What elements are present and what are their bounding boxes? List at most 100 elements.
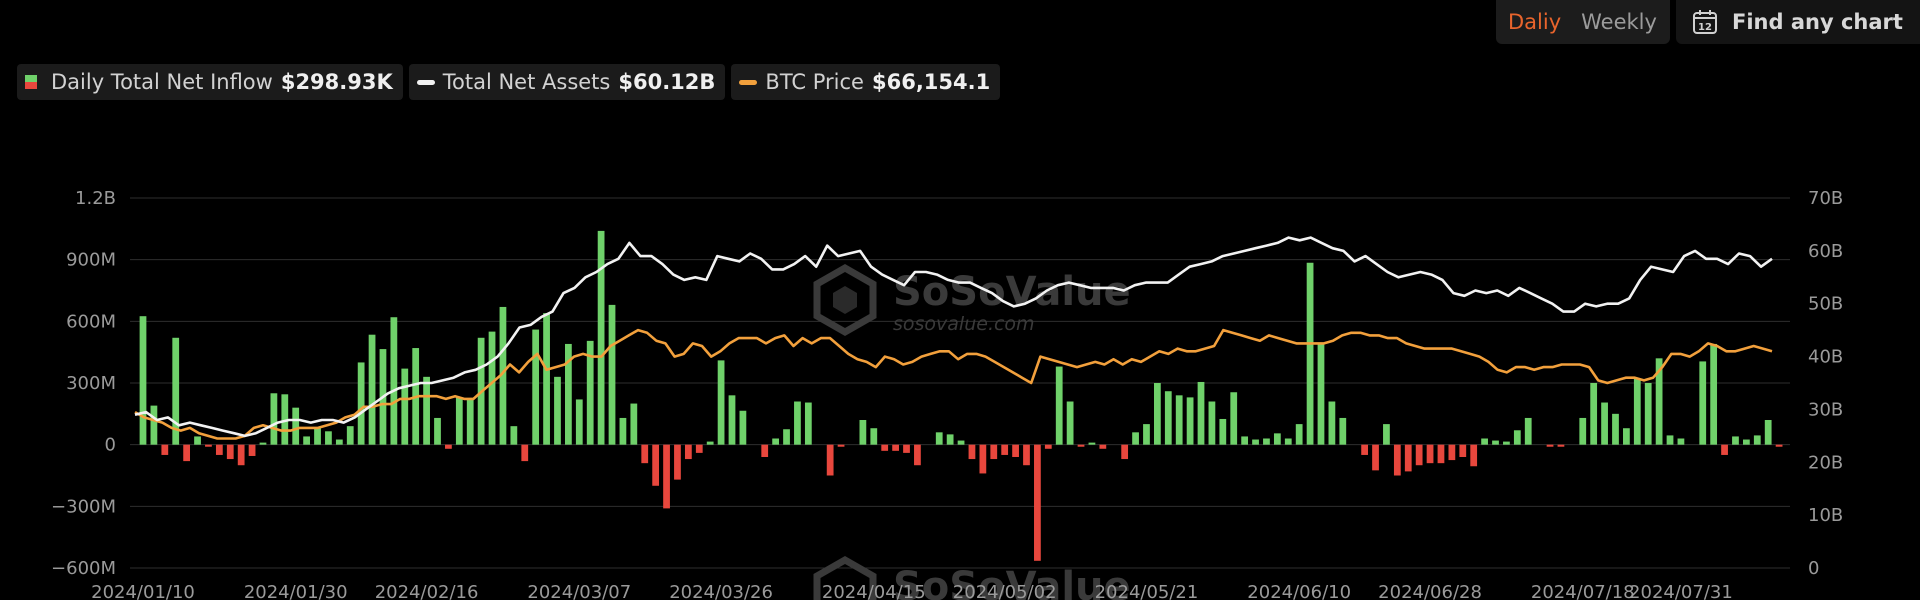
inflow-bar-positive	[1153, 383, 1161, 445]
inflow-bar-positive	[783, 429, 790, 445]
inflow-bar-negative	[1361, 444, 1368, 455]
inflow-bar-negative	[1426, 444, 1434, 464]
find-any-chart-button[interactable]: 12 Find any chart	[1676, 0, 1920, 44]
inflow-bar-positive	[1088, 442, 1096, 445]
inflow-bar-positive	[543, 313, 550, 445]
x-axis-tick-label: 2024/07/31	[1629, 582, 1733, 600]
inflow-bar-positive	[1644, 383, 1652, 445]
legend-item-net-assets[interactable]: Total Net Assets $60.12B	[408, 64, 726, 100]
period-option-daily[interactable]: Daliy	[1508, 10, 1562, 34]
right-axis-tick-label: 20B	[1808, 452, 1843, 473]
x-axis-tick-label: 2024/05/02	[953, 582, 1057, 600]
calendar-icon-number: 12	[1698, 22, 1712, 33]
inflow-bar-positive	[1230, 392, 1238, 445]
inflow-bar-positive	[1623, 428, 1630, 445]
inflow-bar-positive	[1295, 424, 1303, 445]
inflow-bar-positive	[804, 402, 812, 445]
watermark-brand: SoSoValue	[893, 269, 1131, 315]
x-axis-tick-label: 2024/01/10	[91, 582, 195, 600]
inflow-bar-positive	[1328, 401, 1336, 445]
x-axis-tick-label: 2024/03/26	[669, 582, 773, 600]
inflow-bar-positive	[1742, 439, 1750, 445]
inflow-bar-negative	[1470, 444, 1478, 467]
x-axis-tick-label: 2024/02/16	[375, 582, 479, 600]
inflow-bar-positive	[1132, 432, 1139, 445]
inflow-bar-positive	[1503, 441, 1510, 445]
inflow-bar-positive	[1284, 438, 1292, 445]
inflow-bar-positive	[259, 442, 267, 445]
inflow-bar-negative	[652, 444, 660, 486]
inflow-bar-negative	[684, 444, 692, 460]
inflow-bar-positive	[292, 407, 300, 445]
inflow-bar-positive	[1524, 417, 1532, 445]
series-lines	[134, 236, 1773, 440]
legend-item-daily-inflow[interactable]: Daily Total Net Inflow $298.93K	[17, 64, 403, 100]
sosovalue-logo-icon	[813, 263, 877, 337]
inflow-bar-negative	[1404, 444, 1412, 472]
inflow-bar-positive	[1710, 343, 1718, 445]
inflow-bar-positive	[630, 403, 638, 445]
inflow-bar-negative	[826, 444, 834, 476]
inflow-bar-positive	[1612, 413, 1619, 445]
net-assets-swatch-icon	[416, 79, 435, 85]
inflow-bar-positive	[510, 426, 518, 445]
inflow-bar-positive	[1306, 262, 1314, 445]
inflow-bar-positive	[1677, 438, 1685, 445]
inflow-bar-negative	[1372, 444, 1379, 471]
total-net-assets-line	[134, 236, 1773, 438]
left-axis-tick-label: 300M	[66, 373, 116, 394]
inflow-bar-negative	[1001, 444, 1009, 455]
inflow-bar-positive	[390, 317, 398, 445]
period-option-weekly[interactable]: Weekly	[1581, 10, 1657, 34]
left-axis-tick-label: −300M	[51, 496, 116, 517]
inflow-bar-positive	[139, 316, 147, 445]
inflow-bar-positive	[401, 368, 409, 445]
inflow-bar-positive	[1273, 433, 1281, 445]
watermark: SoSoValue sosovalue.com SoSoValue	[813, 263, 1131, 600]
inflow-bar-positive	[423, 376, 430, 445]
right-axis-tick-label: 40B	[1808, 347, 1843, 368]
inflow-bar-negative	[914, 444, 921, 466]
legend-label: BTC Price	[765, 70, 864, 94]
inflow-bar-positive	[608, 304, 616, 445]
inflow-bar-negative	[183, 444, 191, 462]
period-toggle: Daliy Weekly	[1496, 0, 1670, 44]
inflow-bar-negative	[641, 444, 649, 464]
inflow-bar-positive	[794, 401, 801, 445]
inflow-bar-negative	[1023, 444, 1030, 466]
right-axis-tick-label: 70B	[1808, 188, 1843, 209]
inflow-bar-positive	[335, 439, 343, 445]
inflow-bar-negative	[674, 444, 681, 480]
inflow-bar-positive	[455, 397, 463, 445]
inflow-bar-negative	[1546, 444, 1554, 447]
inflow-bar-negative	[695, 444, 703, 453]
legend-label: Total Net Assets	[442, 70, 611, 94]
inflow-bar-negative	[837, 444, 845, 447]
x-axis-tick-label: 2024/01/30	[244, 582, 348, 600]
inflow-bar-positive	[466, 398, 474, 445]
inflow-bar-positive	[597, 230, 605, 445]
inflow-bar-positive	[1208, 401, 1216, 445]
inflow-bar-positive	[1317, 343, 1325, 445]
inflow-swatch-icon	[25, 75, 37, 89]
inflow-bar-positive	[346, 426, 354, 445]
inflow-bar-negative	[1099, 444, 1107, 449]
calendar-icon: 12	[1692, 9, 1718, 35]
inflow-bar-positive	[1143, 424, 1150, 445]
inflow-bar-positive	[1383, 424, 1390, 445]
inflow-bar-positive	[1481, 438, 1488, 445]
x-axis-tick-label: 2024/03/07	[527, 582, 631, 600]
watermark-brand-lower: SoSoValue	[893, 564, 1131, 600]
legend-label: Daily Total Net Inflow	[51, 70, 273, 94]
legend-item-btc-price[interactable]: BTC Price $66,154.1	[731, 64, 1001, 100]
inflow-bar-negative	[1034, 444, 1041, 561]
inflow-bar-positive	[565, 343, 572, 445]
inflow-bar-negative	[205, 444, 212, 447]
inflow-bar-positive	[1590, 383, 1598, 445]
right-axis-tick-label: 30B	[1808, 399, 1843, 420]
inflow-bar-negative	[881, 444, 889, 451]
inflow-bar-positive	[314, 427, 321, 445]
inflow-bar-positive	[1633, 378, 1641, 445]
inflow-bar-positive	[325, 431, 332, 445]
